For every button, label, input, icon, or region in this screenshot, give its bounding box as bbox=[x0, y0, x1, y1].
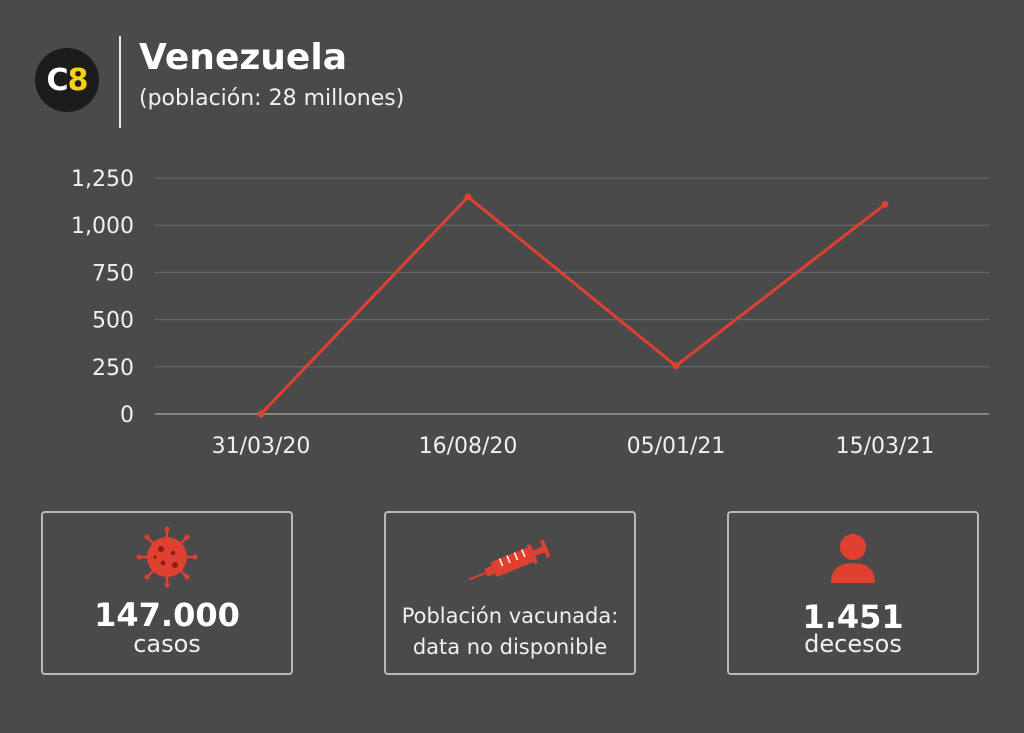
cases-value: 147.000 bbox=[94, 596, 240, 634]
y-tick-label: 1,250 bbox=[71, 167, 134, 192]
data-point bbox=[257, 410, 265, 418]
vaccine-text: Población vacunada: data no disponible bbox=[386, 601, 634, 663]
cases-card: 147.000 casos bbox=[41, 511, 293, 675]
logo-number: 8 bbox=[67, 62, 89, 98]
x-tick-label: 16/08/20 bbox=[419, 434, 518, 459]
series-line bbox=[259, 195, 886, 416]
cases-label: casos bbox=[133, 630, 201, 658]
data-point bbox=[881, 200, 889, 208]
line-chart: 0 250 500 750 1,000 1,250 31/03/20 16/08/20 05/0… bbox=[71, 167, 989, 459]
page-subtitle: (población: 28 millones) bbox=[139, 86, 405, 111]
logo-letter: C bbox=[46, 62, 69, 98]
y-tick-label: 500 bbox=[92, 309, 134, 334]
y-tick-label: 250 bbox=[92, 356, 134, 381]
data-point bbox=[464, 193, 472, 201]
vaccine-line2: data no disponible bbox=[412, 635, 608, 659]
deaths-card: 1.451 decesos bbox=[727, 511, 979, 675]
x-tick-label: 31/03/20 bbox=[212, 434, 311, 459]
page-title: Venezuela bbox=[139, 37, 347, 78]
vaccine-card: Población vacunada: data no disponible bbox=[384, 511, 636, 675]
x-tick-label: 05/01/21 bbox=[627, 434, 726, 459]
syringe-icon bbox=[468, 539, 551, 581]
header-divider bbox=[119, 36, 121, 128]
y-tick-label: 0 bbox=[120, 403, 134, 428]
y-tick-label: 1,000 bbox=[71, 214, 134, 239]
x-tick-label: 15/03/21 bbox=[836, 434, 935, 459]
deaths-label: decesos bbox=[804, 630, 902, 658]
y-tick-label: 750 bbox=[92, 261, 134, 286]
data-point bbox=[672, 362, 680, 370]
vaccine-line1: Población vacunada: bbox=[401, 604, 619, 628]
person-icon bbox=[831, 534, 875, 583]
virus-icon bbox=[136, 526, 198, 588]
deaths-value: 1.451 bbox=[802, 598, 904, 636]
